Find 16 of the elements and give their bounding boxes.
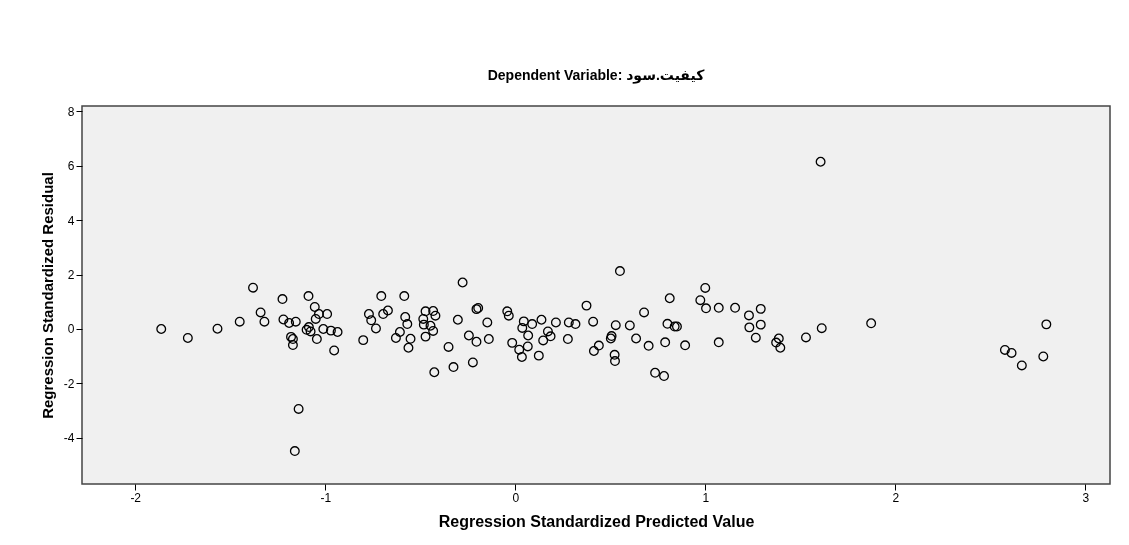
y-tick-label: 0 [67,322,75,337]
chart-title: Dependent Variable: کیفیت.سود [487,67,706,85]
y-tick-label: 4 [67,213,75,228]
x-tick-label: 0 [512,490,520,505]
x-tick-label: 2 [892,490,900,505]
x-tick-label: -2 [130,490,142,505]
y-tick-label: -4 [63,431,75,446]
x-axis-title: Regression Standardized Predicted Value [438,512,755,530]
y-tick-label: 6 [67,159,75,174]
y-axis-title: Regression Standardized Residual [38,172,56,419]
y-tick-label: -2 [63,376,75,391]
y-tick-label: 8 [67,104,75,119]
x-tick-label: 1 [702,490,710,505]
x-tick-label: -1 [320,490,332,505]
y-tick-label: 2 [67,268,75,283]
x-tick-label: 3 [1082,490,1090,505]
